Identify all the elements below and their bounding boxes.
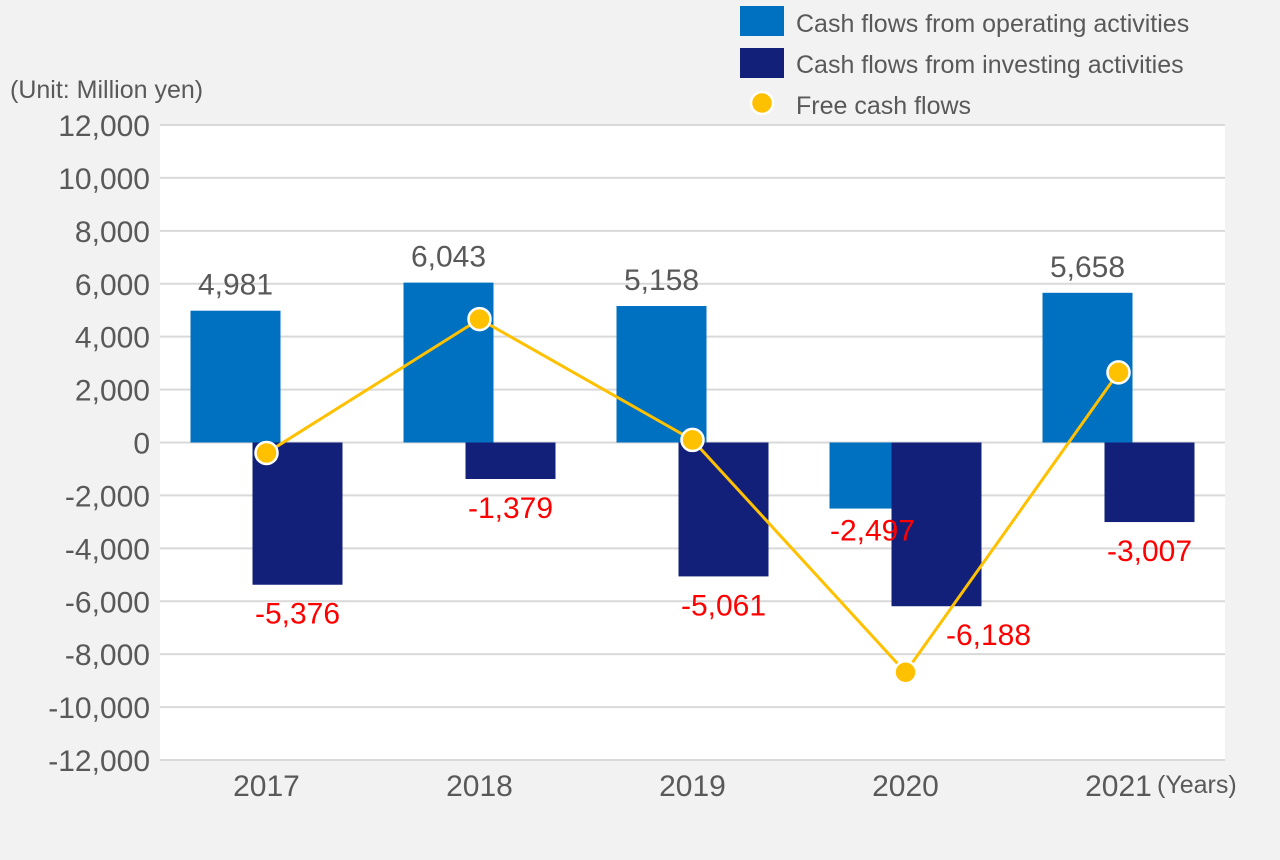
investing-cash-flow-value-label: -5,061 xyxy=(681,589,766,622)
investing-cash-flow-value-label: -1,379 xyxy=(468,492,553,525)
value-labels: 4,981 -5,376 6,043 -1,379 5,158 -5,061 -2,497 -… xyxy=(198,241,1192,653)
y-tick-label: -6,000 xyxy=(65,586,150,619)
legend-free-cash-flow-label: Free cash flows xyxy=(796,92,971,120)
y-tick-label: 8,000 xyxy=(75,216,150,249)
operating-cash-flow-value-label: 5,158 xyxy=(624,264,699,297)
free-cash-flow-point xyxy=(1106,360,1131,385)
y-tick-label: -2,000 xyxy=(65,480,150,513)
free-cash-flow-point xyxy=(254,440,279,466)
legend-operating-label: Cash flows from operating activities xyxy=(796,10,1189,38)
y-tick-label: 12,000 xyxy=(58,110,150,143)
x-axis-title: (Years) xyxy=(1157,771,1237,799)
operating-cash-flow-value-label: 5,658 xyxy=(1050,251,1125,284)
unit-label: (Unit: Million yen) xyxy=(10,76,203,104)
investing-cash-flow-bar xyxy=(891,442,982,607)
y-axis: 12,000 10,000 8,000 6,000 4,000 2,000 0 -2,000 -… xyxy=(48,110,150,778)
free-cash-flow-point xyxy=(893,660,918,685)
y-tick-label: -4,000 xyxy=(65,533,150,566)
free-cash-flow-line xyxy=(254,306,1131,685)
investing-cash-flow-value-label: -6,188 xyxy=(946,619,1031,652)
operating-cash-flow-value-label: -2,497 xyxy=(830,515,915,548)
y-tick-label: -8,000 xyxy=(65,639,150,672)
investing-cash-flow-value-label: -3,007 xyxy=(1107,535,1192,568)
x-tick-label: 2018 xyxy=(446,770,513,803)
x-axis: 2017 2018 2019 2020 2021 xyxy=(233,770,1152,803)
legend: Cash flows from operating activities Cas… xyxy=(740,6,1189,120)
y-tick-label: 10,000 xyxy=(58,163,150,196)
x-tick-label: 2020 xyxy=(872,770,939,803)
y-tick-label: -10,000 xyxy=(48,692,150,725)
x-tick-label: 2019 xyxy=(659,770,726,803)
investing-cash-flow-bar xyxy=(465,442,556,479)
operating-cash-flow-value-label: 6,043 xyxy=(411,241,486,274)
y-tick-label: 2,000 xyxy=(75,375,150,408)
operating-cash-flow-bar xyxy=(403,282,494,443)
investing-cash-flow-value-label: -5,376 xyxy=(255,598,340,631)
free-cash-flow-point xyxy=(680,427,705,453)
investing-cash-flow-bar xyxy=(1104,442,1195,523)
legend-investing-swatch xyxy=(740,48,784,78)
legend-operating-swatch xyxy=(740,6,784,36)
y-tick-label: 0 xyxy=(133,428,150,461)
operating-cash-flow-bar xyxy=(616,306,707,443)
y-tick-label: 6,000 xyxy=(75,269,150,302)
legend-free-cash-flow-marker xyxy=(749,90,775,116)
y-tick-label: 4,000 xyxy=(75,322,150,355)
x-tick-label: 2017 xyxy=(233,770,300,803)
y-tick-label: -12,000 xyxy=(48,745,150,778)
free-cash-flow-point xyxy=(467,306,492,332)
x-tick-label: 2021 xyxy=(1085,770,1152,803)
investing-cash-flow-bar xyxy=(678,442,769,577)
operating-cash-flow-value-label: 4,981 xyxy=(198,269,273,302)
legend-investing-label: Cash flows from investing activities xyxy=(796,51,1184,79)
operating-cash-flow-bar xyxy=(190,310,281,443)
investing-cash-flow-bar xyxy=(252,442,343,585)
